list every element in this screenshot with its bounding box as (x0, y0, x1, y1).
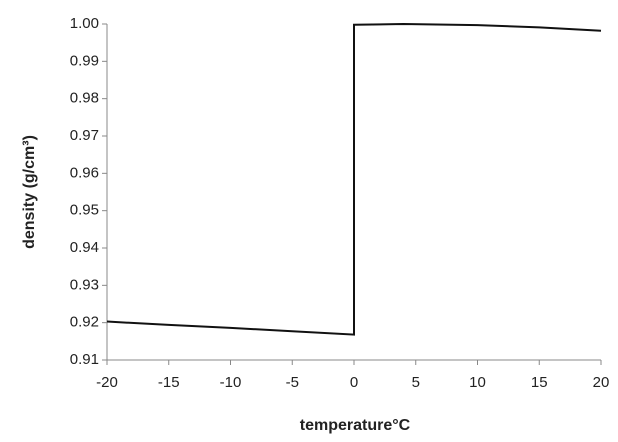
x-tick-label: 15 (531, 374, 548, 391)
x-tick-label: -15 (158, 374, 180, 391)
y-tick-label: 0.93 (70, 276, 99, 293)
y-tick-label: 0.91 (70, 351, 99, 368)
x-tick-label: -10 (220, 374, 242, 391)
x-tick-label: 10 (469, 374, 486, 391)
x-tick-label: 5 (412, 374, 420, 391)
x-tick-label: -5 (286, 374, 299, 391)
y-tick-label: 0.97 (70, 127, 99, 144)
x-tick-label: -20 (96, 374, 118, 391)
y-tick-label: 0.94 (70, 239, 99, 256)
x-tick-label: 20 (593, 374, 610, 391)
y-tick-label: 0.98 (70, 90, 99, 107)
x-axis-title: temperature°C (300, 417, 411, 434)
x-tick-label: 0 (350, 374, 358, 391)
y-tick-label: 0.99 (70, 52, 99, 69)
line-series (106, 22, 602, 336)
y-axis-title: density (g/cm³) (21, 135, 38, 249)
y-tick-label: 0.95 (70, 202, 99, 219)
y-tick-label: 0.96 (70, 164, 99, 181)
y-tick-label: 0.92 (70, 314, 99, 331)
y-tick-label: 1.00 (70, 15, 99, 32)
